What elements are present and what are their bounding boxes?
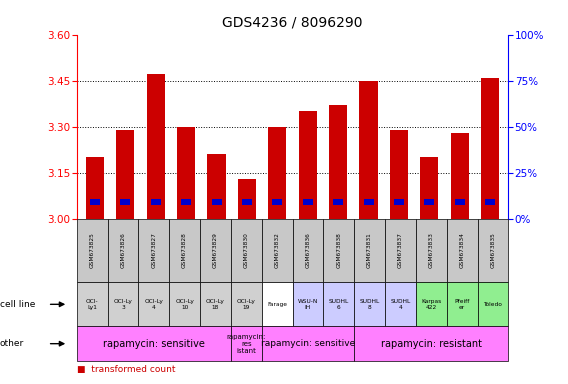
Text: rapamycin: sensitive: rapamycin: sensitive [103,339,204,349]
Text: GSM673838: GSM673838 [336,233,341,268]
Text: cell line: cell line [0,300,35,309]
Bar [90,199,100,205]
Text: GSM673831: GSM673831 [367,233,372,268]
Bar [455,199,465,205]
Text: SUDHL
8: SUDHL 8 [360,299,380,310]
Text: Toledo: Toledo [483,302,502,307]
Bar [450,133,469,219]
Text: GSM673833: GSM673833 [429,233,434,268]
Text: GSM673832: GSM673832 [274,233,279,268]
Text: GSM673830: GSM673830 [244,233,249,268]
Text: GSM673835: GSM673835 [490,233,495,268]
Bar [177,127,195,219]
Bar [390,130,408,219]
Bar [333,199,343,205]
Bar [238,179,256,219]
Bar [211,199,222,205]
Text: GSM673829: GSM673829 [213,233,218,268]
Bar [147,74,165,219]
Bar [181,199,191,205]
Bar [120,199,130,205]
Bar [242,199,252,205]
Text: OCI-Ly
10: OCI-Ly 10 [175,299,194,310]
Bar [268,127,286,219]
Text: Farage: Farage [267,302,287,307]
Bar [424,199,435,205]
Bar [420,157,438,219]
Text: GSM673828: GSM673828 [182,233,187,268]
Text: GSM673827: GSM673827 [151,233,156,268]
Text: Pfeiff
er: Pfeiff er [454,299,470,310]
Bar [364,199,374,205]
Text: OCI-
Ly1: OCI- Ly1 [86,299,98,310]
Bar [485,199,495,205]
Bar [303,199,313,205]
Text: rapamycin:
res
istant: rapamycin: res istant [227,334,266,354]
Text: OCI-Ly
18: OCI-Ly 18 [206,299,225,310]
Text: other: other [0,339,24,348]
Bar [299,111,317,219]
Text: OCI-Ly
4: OCI-Ly 4 [144,299,163,310]
Bar [329,105,347,219]
Text: GSM673834: GSM673834 [460,233,465,268]
Text: GSM673826: GSM673826 [120,233,126,268]
Text: GSM673825: GSM673825 [90,233,95,268]
Bar [86,157,104,219]
Text: OCI-Ly
19: OCI-Ly 19 [237,299,256,310]
Text: SUDHL
4: SUDHL 4 [390,299,411,310]
Text: GDS4236 / 8096290: GDS4236 / 8096290 [222,15,363,29]
Text: WSU-N
IH: WSU-N IH [298,299,318,310]
Bar [116,130,135,219]
Text: SUDHL
6: SUDHL 6 [329,299,349,310]
Text: GSM673836: GSM673836 [306,233,311,268]
Text: Karpas
422: Karpas 422 [421,299,441,310]
Bar [151,199,161,205]
Text: GSM673837: GSM673837 [398,233,403,268]
Bar [360,81,378,219]
Bar [481,78,499,219]
Bar [394,199,404,205]
Text: OCI-Ly
3: OCI-Ly 3 [114,299,132,310]
Bar [272,199,282,205]
Text: rapamycin: resistant: rapamycin: resistant [381,339,482,349]
Text: rapamycin: sensitive: rapamycin: sensitive [261,339,355,348]
Bar [207,154,225,219]
Text: ■  transformed count: ■ transformed count [77,365,175,374]
